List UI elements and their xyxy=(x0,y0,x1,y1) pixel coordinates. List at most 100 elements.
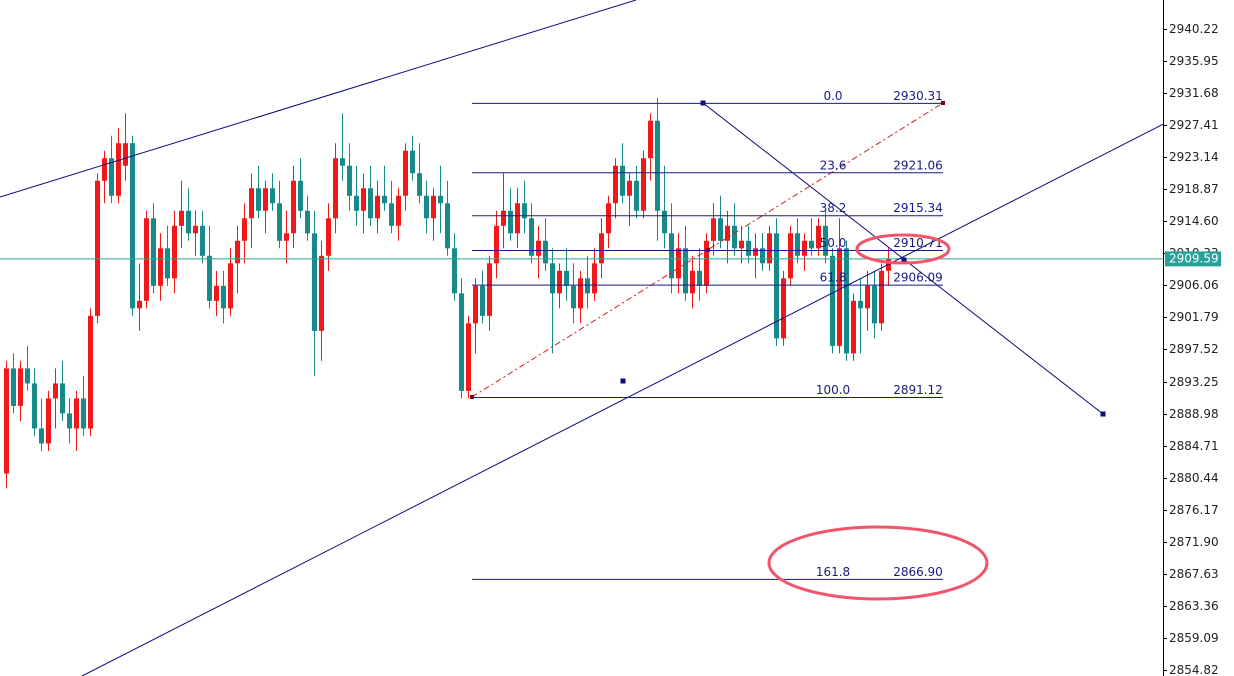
candle-body xyxy=(123,143,128,166)
highlight-ellipse xyxy=(767,525,989,601)
candle-body xyxy=(781,278,786,339)
y-tick-label: 2871.90 xyxy=(1169,535,1219,549)
candle-body xyxy=(494,225,499,264)
candle-body xyxy=(228,263,233,309)
candle-body xyxy=(291,180,296,234)
candle-body xyxy=(256,188,261,211)
fib-price-label: 2921.06 xyxy=(893,158,943,172)
candle-body xyxy=(571,285,576,309)
candle-body xyxy=(11,368,16,406)
candle-body xyxy=(32,383,37,429)
fib-price-label: 2930.31 xyxy=(893,89,943,103)
candle-body xyxy=(403,150,408,196)
candle-body xyxy=(200,225,205,256)
candle-body xyxy=(74,398,79,429)
candle-body xyxy=(760,248,765,264)
y-tick-label: 2888.98 xyxy=(1169,407,1219,421)
candle-body xyxy=(368,188,373,219)
candle-body xyxy=(67,413,72,429)
candle-body xyxy=(39,428,44,444)
y-tick-label: 2918.87 xyxy=(1169,182,1219,196)
candle-body xyxy=(606,203,611,234)
fib-baseline xyxy=(471,102,944,398)
candle-body xyxy=(767,233,772,264)
candle-body xyxy=(844,248,849,354)
candle-body xyxy=(263,188,268,211)
candle-body xyxy=(613,165,618,204)
candle-body xyxy=(599,233,604,264)
candle-body xyxy=(634,180,639,211)
candle-body xyxy=(536,240,541,256)
fib-level-label: 23.6 xyxy=(820,158,847,172)
y-tick-label: 2863.36 xyxy=(1169,599,1219,613)
candle-body xyxy=(109,158,114,196)
candle-body xyxy=(746,240,751,256)
candle-body xyxy=(88,315,93,429)
y-tick-label: 2897.52 xyxy=(1169,342,1219,356)
y-tick-label: 2893.25 xyxy=(1169,375,1219,389)
candle-body xyxy=(487,263,492,316)
candle-body xyxy=(270,188,275,204)
candle-body xyxy=(186,210,191,234)
candle-body xyxy=(459,293,464,391)
y-tick-label: 2923.14 xyxy=(1169,150,1219,164)
anchor xyxy=(1100,411,1106,417)
last-price-box xyxy=(1165,251,1221,267)
candle-body xyxy=(179,210,184,226)
channel-upper xyxy=(0,0,637,198)
candle-body xyxy=(711,218,716,241)
fib-level-label: 161.8 xyxy=(816,565,850,579)
fib-level-label: 50.0 xyxy=(820,236,847,250)
candle-body xyxy=(144,218,149,301)
candle-body xyxy=(830,255,835,346)
candle-body xyxy=(725,225,730,241)
candle-body xyxy=(620,165,625,196)
fib-level-label: 38.2 xyxy=(820,201,847,215)
candle-body xyxy=(172,225,177,279)
candle-body xyxy=(382,195,387,204)
y-tick-label: 2940.22 xyxy=(1169,22,1219,36)
candle-body xyxy=(312,233,317,331)
candle-body xyxy=(837,248,842,346)
candle-body xyxy=(788,233,793,279)
candle-body xyxy=(739,240,744,249)
candle-body xyxy=(697,270,702,286)
candle-body xyxy=(298,180,303,211)
fib-price-label: 2910.71 xyxy=(893,236,943,250)
candle-body xyxy=(151,218,156,286)
candle-body xyxy=(809,240,814,249)
y-tick-label: 2880.44 xyxy=(1169,471,1219,485)
y-tick-label: 2876.17 xyxy=(1169,503,1219,517)
candle-body xyxy=(648,120,653,159)
candle-body xyxy=(501,210,506,226)
candle-body xyxy=(823,225,828,256)
candle-body xyxy=(242,218,247,241)
candle-body xyxy=(445,203,450,249)
price-axis xyxy=(1163,0,1234,676)
candle-body xyxy=(18,368,23,406)
candle-body xyxy=(669,233,674,279)
candle-body xyxy=(466,323,471,391)
candle-body xyxy=(60,383,65,414)
candle-body xyxy=(354,195,359,211)
candle-body xyxy=(396,195,401,226)
fib-price-label: 2915.34 xyxy=(893,201,943,215)
price-axis-ticks: 2940.22 2935.95 2931.68 2927.41 2923.14 2918.… xyxy=(1163,22,1221,676)
channel-lower xyxy=(81,87,1234,676)
candle-layer xyxy=(0,98,1163,489)
fib-price-label: 2906.09 xyxy=(893,271,943,285)
candle-body xyxy=(4,368,9,474)
candle-body xyxy=(627,180,632,196)
y-tick-label: 2854.82 xyxy=(1169,663,1219,676)
candle-body xyxy=(578,278,583,309)
candle-body xyxy=(333,158,338,219)
candle-body xyxy=(550,263,555,294)
candle-body xyxy=(116,143,121,196)
candle-body xyxy=(592,263,597,294)
candle-body xyxy=(676,248,681,279)
candle-body xyxy=(102,158,107,181)
y-tick-label: 2901.79 xyxy=(1169,310,1219,324)
anchor xyxy=(620,378,626,384)
candle-body xyxy=(165,248,170,279)
